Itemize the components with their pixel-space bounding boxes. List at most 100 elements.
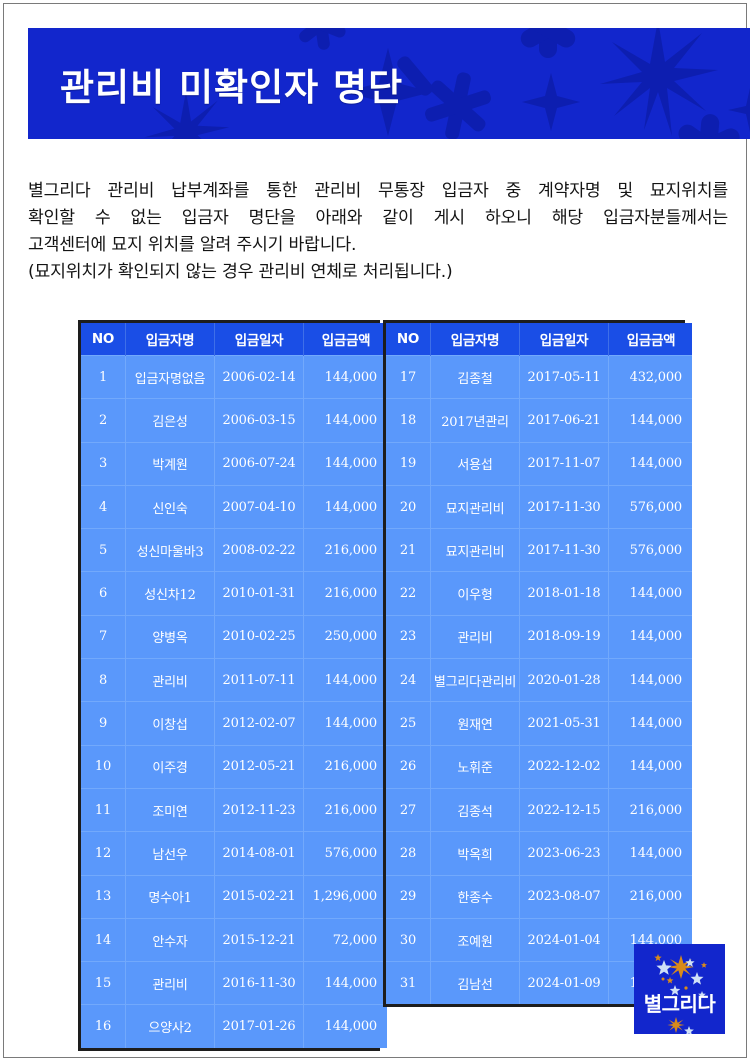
cell-no: 7 xyxy=(81,614,126,659)
cell-amount: 144,000 xyxy=(608,441,692,486)
cell-amount: 216,000 xyxy=(608,787,692,832)
cell-name: 이주경 xyxy=(125,744,215,789)
cell-date: 2006-02-14 xyxy=(214,354,304,399)
table-right-body: 17 김종철 2017-05-11 432,000 18 2017년관리 2017-06-2… xyxy=(386,354,692,1005)
cell-no: 27 xyxy=(386,787,431,832)
table-row: 22 이우형 2018-01-18 144,000 xyxy=(386,571,692,616)
cell-name: 성신차12 xyxy=(125,571,215,616)
intro-line-2: 확인할 수 없는 입금자 명단을 아래와 같이 게시 하오니 해당 입금자분들께… xyxy=(28,208,728,228)
cell-date: 2017-11-07 xyxy=(519,441,609,486)
cell-date: 2022-12-15 xyxy=(519,787,609,832)
cell-no: 16 xyxy=(81,1004,126,1048)
table-row: 24 별그리다관리비 2020-01-28 144,000 xyxy=(386,658,692,702)
cell-amount: 72,000 xyxy=(303,917,387,962)
cell-date: 2014-08-01 xyxy=(214,831,304,876)
cell-date: 2015-02-21 xyxy=(214,874,304,919)
cell-date: 2018-01-18 xyxy=(519,571,609,616)
cell-amount: 576,000 xyxy=(608,484,692,529)
table-row: 8 관리비 2011-07-11 144,000 xyxy=(81,658,387,702)
cell-amount: 144,000 xyxy=(303,961,387,1005)
table-row: 25 원재연 2021-05-31 144,000 xyxy=(386,701,692,746)
table-row: 26 노휘준 2022-12-02 144,000 xyxy=(386,744,692,789)
cell-no: 1 xyxy=(81,354,126,399)
cell-name: 조예원 xyxy=(430,917,520,962)
header-banner: 관리비 미확인자 명단 xyxy=(28,28,750,139)
cell-no: 10 xyxy=(81,744,126,789)
table-header-row: NO 입금자명 입금일자 입금금액 xyxy=(81,323,387,356)
table-row: 6 성신차12 2010-01-31 216,000 xyxy=(81,571,387,616)
cell-date: 2023-08-07 xyxy=(519,874,609,919)
cell-date: 2010-01-31 xyxy=(214,571,304,616)
cell-amount: 216,000 xyxy=(608,874,692,919)
table-row: 13 명수아1 2015-02-21 1,296,000 xyxy=(81,874,387,919)
cell-no: 9 xyxy=(81,701,126,746)
cell-amount: 144,000 xyxy=(608,744,692,789)
table-row: 10 이주경 2012-05-21 216,000 xyxy=(81,744,387,789)
cell-name: 관리비 xyxy=(430,614,520,659)
cell-amount: 576,000 xyxy=(303,831,387,876)
cell-amount: 432,000 xyxy=(608,354,692,399)
cell-name: 입금자명없음 xyxy=(125,354,215,399)
cell-name: 한종수 xyxy=(430,874,520,919)
cell-name: 노휘준 xyxy=(430,744,520,789)
intro-line-3: 고객센터에 묘지 위치를 알려 주시기 바랍니다. xyxy=(28,235,357,255)
cell-name: 명수아1 xyxy=(125,874,215,919)
cell-name: 조미연 xyxy=(125,787,215,832)
company-logo: 별그리다 xyxy=(634,944,725,1034)
cell-name: 묘지관리비 xyxy=(430,528,520,572)
table-row: 28 박옥희 2023-06-23 144,000 xyxy=(386,831,692,876)
cell-date: 2017-11-30 xyxy=(519,484,609,529)
cell-name: 이창섭 xyxy=(125,701,215,746)
table-row: 18 2017년관리 2017-06-21 144,000 xyxy=(386,398,692,443)
table-row: 2 김은성 2006-03-15 144,000 xyxy=(81,398,387,443)
cell-name: 성신마울바3 xyxy=(125,528,215,572)
cell-date: 2006-03-15 xyxy=(214,398,304,443)
logo-star-decoration xyxy=(654,954,707,1034)
cell-amount: 216,000 xyxy=(303,571,387,616)
cell-amount: 144,000 xyxy=(303,398,387,443)
cell-date: 2016-11-30 xyxy=(214,961,304,1005)
table-row: 14 안수자 2015-12-21 72,000 xyxy=(81,917,387,962)
cell-no: 26 xyxy=(386,744,431,789)
cell-date: 2007-04-10 xyxy=(214,484,304,529)
intro-line-4: (묘지위치가 확인되지 않는 경우 관리비 연체로 처리됩니다.) xyxy=(28,262,453,282)
cell-date: 2017-05-11 xyxy=(519,354,609,399)
table-row: 3 박계원 2006-07-24 144,000 xyxy=(81,441,387,486)
cell-name: 별그리다관리비 xyxy=(430,658,520,702)
cell-no: 17 xyxy=(386,354,431,399)
payments-table-right: NO 입금자명 입금일자 입금금액 17 김종철 2017-05-11 432,000… xyxy=(383,320,692,1008)
cell-name: 으양사2 xyxy=(125,1004,215,1048)
table-header-row: NO 입금자명 입금일자 입금금액 xyxy=(386,323,692,356)
cell-no: 12 xyxy=(81,831,126,876)
column-header-date: 입금일자 xyxy=(519,323,609,356)
cell-no: 19 xyxy=(386,441,431,486)
cell-name: 신인숙 xyxy=(125,484,215,529)
cell-name: 김종석 xyxy=(430,787,520,832)
cell-name: 김은성 xyxy=(125,398,215,443)
cell-date: 2023-06-23 xyxy=(519,831,609,876)
cell-no: 22 xyxy=(386,571,431,616)
cell-date: 2020-01-28 xyxy=(519,658,609,702)
cell-name: 김남선 xyxy=(430,961,520,1005)
cell-date: 2017-11-30 xyxy=(519,528,609,572)
cell-date: 2010-02-25 xyxy=(214,614,304,659)
cell-no: 25 xyxy=(386,701,431,746)
table-row: 9 이창섭 2012-02-07 144,000 xyxy=(81,701,387,746)
cell-no: 29 xyxy=(386,874,431,919)
cell-amount: 144,000 xyxy=(303,658,387,702)
cell-no: 23 xyxy=(386,614,431,659)
table-row: 17 김종철 2017-05-11 432,000 xyxy=(386,354,692,399)
cell-no: 5 xyxy=(81,528,126,572)
cell-amount: 144,000 xyxy=(303,354,387,399)
table-row: 1 입금자명없음 2006-02-14 144,000 xyxy=(81,354,387,399)
cell-amount: 144,000 xyxy=(303,1004,387,1048)
cell-name: 양병옥 xyxy=(125,614,215,659)
table-row: 30 조예원 2024-01-04 144,000 xyxy=(386,917,692,962)
cell-date: 2022-12-02 xyxy=(519,744,609,789)
column-header-no: NO xyxy=(81,323,126,356)
cell-no: 21 xyxy=(386,528,431,572)
cell-name: 박계원 xyxy=(125,441,215,486)
table-row: 11 조미연 2012-11-23 216,000 xyxy=(81,787,387,832)
cell-amount: 144,000 xyxy=(608,701,692,746)
